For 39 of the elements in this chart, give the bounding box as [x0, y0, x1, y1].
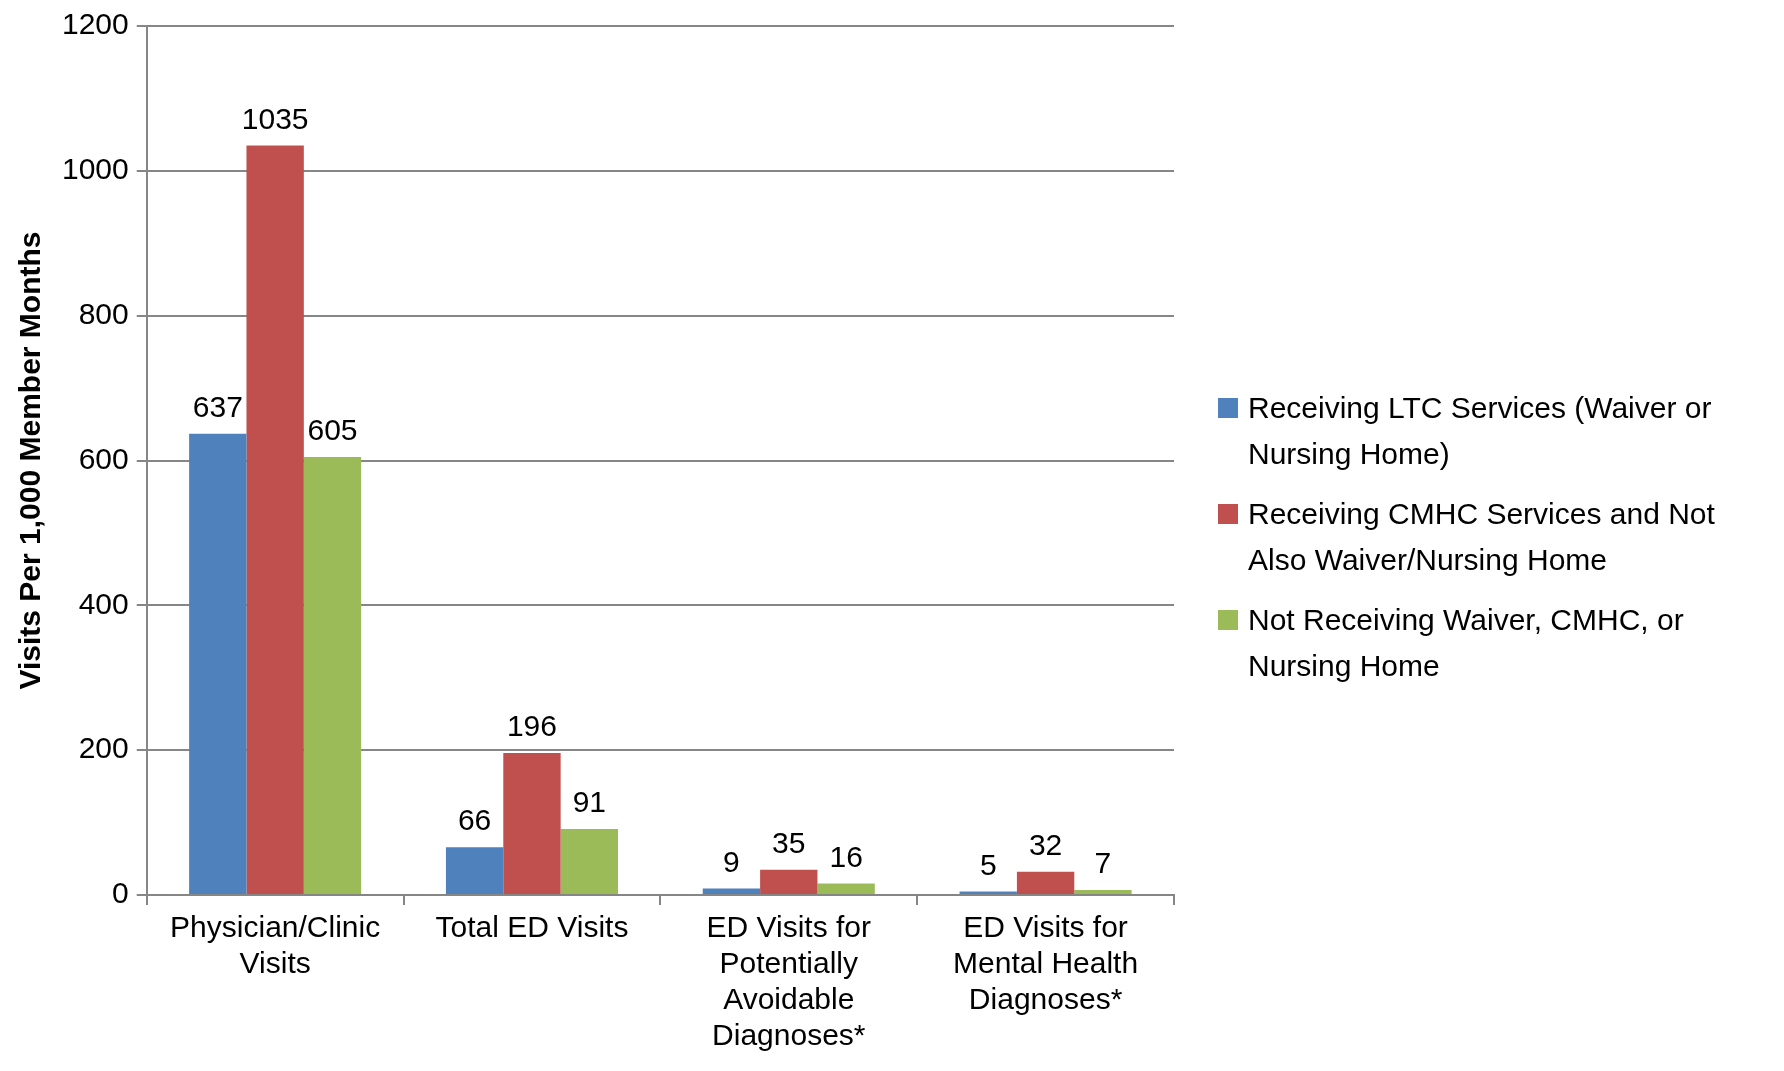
y-tick-label: 1000 [61, 152, 129, 186]
data-label: 32 [1028, 828, 1063, 862]
bar [1016, 871, 1075, 894]
data-label: 66 [457, 803, 492, 837]
data-label: 637 [192, 389, 243, 423]
y-tick-label: 0 [112, 876, 129, 910]
data-label: 5 [979, 847, 997, 881]
bar [1074, 889, 1132, 894]
x-tick-label: Physician/Clinic Visits [170, 910, 381, 980]
x-tick-label: ED Visits for Potentially Avoidable Diagnoses* [706, 910, 872, 1052]
legend-label: Receiving CMHC Services and Not Also Waiver/Nursing Home [1248, 496, 1716, 578]
y-tick-label: 800 [78, 296, 129, 330]
bar [817, 883, 875, 894]
data-label: 9 [723, 844, 740, 878]
bar [959, 891, 1017, 894]
y-tick-label: 600 [78, 441, 129, 475]
bar [303, 456, 362, 894]
x-tick-label: ED Visits for Mental Health Diagnoses* [953, 910, 1139, 1016]
legend-label: Receiving LTC Services (Waiver or Nursing Home) [1248, 390, 1713, 472]
y-tick-label: 400 [78, 586, 129, 620]
data-label: 35 [772, 825, 806, 859]
y-tick-label: 1200 [61, 7, 129, 41]
data-label: 7 [1094, 846, 1112, 880]
bar [246, 145, 304, 894]
data-label: 196 [506, 709, 557, 743]
legend-label: Not Receiving Waiver, CMHC, or Nursing Home [1248, 602, 1685, 684]
x-tick-label: Total ED Visits [435, 910, 629, 944]
bar [445, 847, 504, 894]
data-label: 1035 [241, 101, 309, 135]
bar [503, 753, 561, 894]
data-label: 91 [572, 785, 606, 819]
y-tick-label: 200 [78, 731, 129, 765]
bar [189, 433, 247, 894]
bar [560, 829, 618, 894]
bar [760, 869, 818, 894]
bar [702, 888, 761, 894]
data-label: 16 [829, 839, 863, 873]
data-label: 605 [307, 413, 358, 447]
y-axis-title: Visits Per 1,000 Member Months [13, 231, 47, 690]
